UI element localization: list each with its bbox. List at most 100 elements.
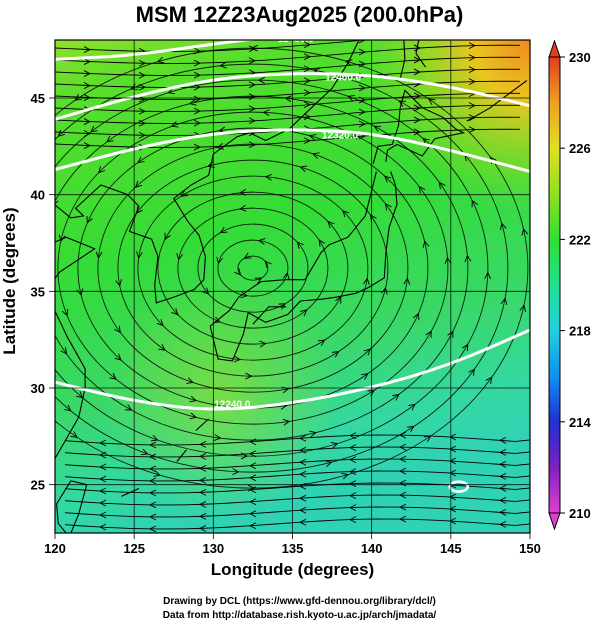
- x-tick-label: 125: [123, 541, 145, 556]
- streamline-arrow: [137, 156, 145, 164]
- streamline-arrow: [98, 463, 107, 471]
- streamline-arrow: [348, 468, 357, 476]
- streamline-arrow: [98, 475, 107, 483]
- streamline-arrow: [413, 128, 422, 136]
- streamline-arrow: [303, 113, 312, 121]
- streamline-arrow: [98, 511, 107, 519]
- streamline-arrow: [136, 251, 143, 259]
- streamline-arrow: [176, 253, 184, 261]
- streamline-arrow: [193, 59, 202, 67]
- streamline-arrow: [398, 455, 407, 463]
- streamline-arrow: [35, 274, 41, 280]
- streamline-arrow: [248, 105, 257, 113]
- contour-label: 12400.0: [325, 73, 362, 84]
- streamline-arrow: [58, 234, 66, 242]
- streamline: [64, 506, 530, 518]
- coastline: [209, 171, 377, 327]
- streamline-arrow: [240, 291, 248, 299]
- streamline-arrow: [28, 329, 33, 336]
- streamline-arrow: [358, 48, 367, 56]
- streamline-arrow: [448, 517, 457, 525]
- streamline-arrow: [193, 107, 202, 115]
- streamline-arrow: [148, 501, 157, 509]
- streamline-arrow: [86, 215, 93, 224]
- colorbar-min-arrow: [548, 512, 561, 531]
- streamline-arrow: [398, 443, 407, 451]
- streamline-arrow: [134, 180, 143, 188]
- streamline-arrow: [471, 199, 478, 208]
- streamline-arrow: [264, 260, 272, 268]
- streamline-arrow: [248, 450, 257, 458]
- streamline-arrow: [198, 440, 207, 448]
- streamline: [55, 56, 521, 76]
- streamline-arrow: [298, 518, 307, 526]
- streamline: [55, 104, 521, 124]
- streamline-arrow: [392, 393, 400, 401]
- streamline: [55, 68, 521, 88]
- streamline-arrow: [248, 486, 257, 494]
- streamline-arrow: [138, 71, 147, 79]
- streamline-arrow: [282, 418, 291, 426]
- streamline-arrow: [248, 510, 257, 518]
- streamline-arrow: [248, 45, 257, 53]
- streamline-arrow: [83, 58, 92, 65]
- streamline-arrow: [198, 476, 207, 484]
- streamline-arrow: [239, 204, 247, 212]
- streamline-arrow: [296, 241, 304, 249]
- streamline-arrow: [138, 95, 147, 103]
- streamline-arrow: [464, 254, 472, 263]
- streamline-arrow: [138, 107, 147, 115]
- streamline-arrow: [298, 506, 307, 514]
- streamline-arrow: [70, 431, 78, 438]
- streamline-arrow: [248, 474, 257, 482]
- y-tick-label: 25: [31, 478, 45, 493]
- streamline-arrow: [408, 403, 416, 411]
- colorbar-tick-label: 210: [569, 506, 591, 521]
- x-tick-label: 150: [519, 541, 541, 556]
- streamline-arrow: [398, 467, 407, 475]
- streamline-arrow: [148, 453, 157, 461]
- streamline-arrow: [498, 484, 507, 492]
- streamline-arrow: [138, 131, 147, 139]
- streamline: [55, 79, 489, 457]
- streamline-arrow: [9, 372, 15, 379]
- streamline-arrow: [422, 240, 430, 248]
- streamline-arrow: [461, 343, 469, 352]
- streamline-arrow: [98, 451, 107, 459]
- streamline-arrow: [448, 457, 457, 465]
- streamline-arrow: [413, 116, 422, 124]
- streamline-arrow: [484, 271, 492, 280]
- streamline-arrow: [98, 487, 107, 495]
- streamline-arrow: [427, 98, 436, 106]
- streamline-arrow: [398, 100, 406, 107]
- streamline-arrow: [171, 308, 179, 316]
- streamline-arrow: [521, 227, 529, 236]
- streamline-arrow: [303, 137, 312, 145]
- x-axis-label: Longitude (degrees): [210, 560, 375, 579]
- streamline-arrow: [245, 372, 253, 380]
- streamline-arrow: [298, 482, 307, 490]
- y-tick-label: 45: [31, 91, 45, 106]
- streamline-arrow: [189, 412, 198, 420]
- streamline-arrow: [469, 31, 475, 37]
- streamline: [64, 482, 530, 494]
- streamline-arrow: [153, 470, 161, 477]
- x-tick-label: 120: [44, 541, 66, 556]
- streamline-arrow: [303, 89, 312, 97]
- streamline-arrow: [444, 256, 452, 265]
- streamline-arrow: [348, 504, 357, 512]
- streamline-arrow: [447, 330, 454, 338]
- streamline: [55, 80, 521, 100]
- streamline-arrow: [74, 94, 82, 101]
- streamline: [64, 494, 530, 506]
- x-tick-labels: 120 125 130 135 140 145 150: [44, 541, 541, 556]
- streamline-arrow: [308, 133, 317, 141]
- streamline-arrow: [309, 430, 317, 438]
- streamline-arrow: [64, 404, 72, 412]
- streamline-arrow: [216, 143, 225, 150]
- streamline-arrow: [98, 439, 107, 447]
- streamline-arrow: [448, 505, 457, 513]
- coastline: [415, 40, 426, 68]
- streamline-arrow: [398, 431, 407, 439]
- streamline-arrow: [498, 448, 507, 456]
